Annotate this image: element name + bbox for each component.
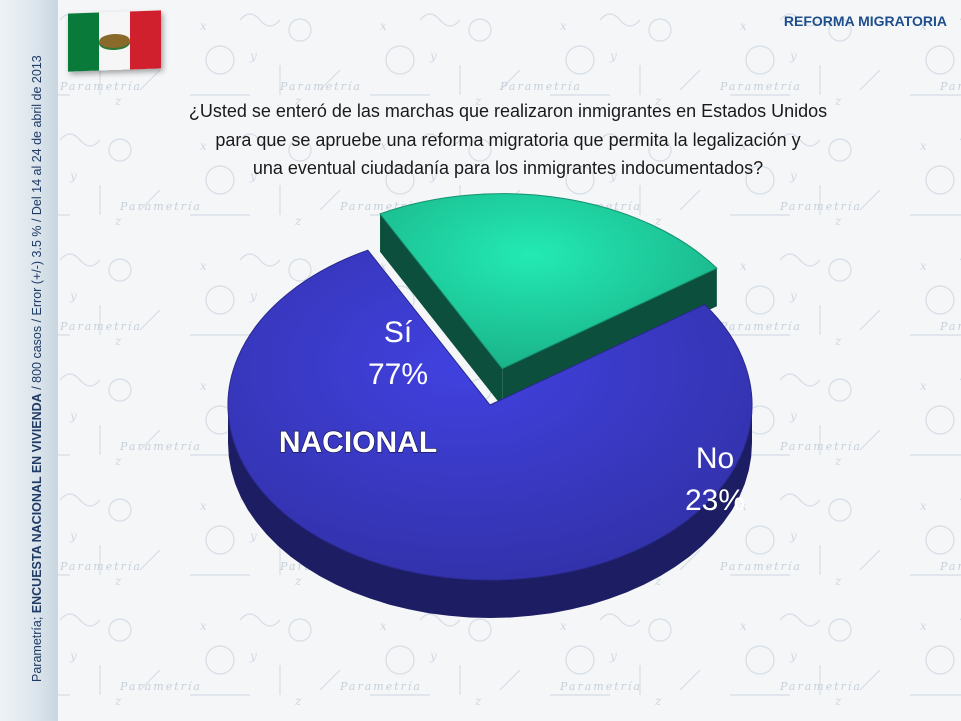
topic-label: REFORMA MIGRATORIA <box>783 13 947 29</box>
watermark-brand: Parametría <box>939 560 961 573</box>
watermark-brand: Parametría <box>559 680 642 693</box>
pie-slice-rim-sí <box>228 405 752 618</box>
watermark-brand: Parametría <box>119 200 202 213</box>
watermark-brand: Parametría <box>939 80 961 93</box>
watermark-brand: Parametría <box>119 440 202 453</box>
watermark-brand: Parametría <box>779 680 862 693</box>
pie-slice-wall-no-1 <box>502 268 717 407</box>
pie-slice-sí <box>227 249 753 581</box>
slice-value-si: 77% <box>368 358 428 391</box>
watermark-brand: Parametría <box>499 80 582 93</box>
watermark-brand: Parametría <box>719 320 802 333</box>
watermark-brand: Parametría <box>939 320 961 333</box>
watermark-brand: Parametría <box>719 560 802 573</box>
slice-value-no: 23% <box>685 484 745 517</box>
question-line-3: una eventual ciudadanía para los inmigra… <box>252 158 764 178</box>
watermark-brand: Parametría <box>779 440 862 453</box>
question-line-1: ¿Usted se enteró de las marchas que real… <box>188 101 828 121</box>
slice-label-si: Sí <box>384 316 413 349</box>
pie-slice-wall-no-0 <box>380 213 503 407</box>
watermark-brand: Parametría <box>339 680 422 693</box>
watermark-brand: Parametría <box>59 560 142 573</box>
watermark-brand: Parametría <box>59 80 142 93</box>
watermark-brand: Parametría <box>59 320 142 333</box>
pie-slice-no <box>379 193 718 370</box>
slice-label-no: No <box>696 442 734 475</box>
watermark-brand: Parametría <box>119 680 202 693</box>
question-line-2: para que se apruebe una reforma migrator… <box>215 129 801 150</box>
left-strip <box>0 0 58 721</box>
watermark-brand: Parametría <box>779 200 862 213</box>
watermark-brand: Parametría <box>279 80 362 93</box>
survey-question: ¿Usted se enteró de las marchas que real… <box>150 97 866 183</box>
watermark-brand: Parametría <box>719 80 802 93</box>
chart-subtitle: NACIONAL <box>279 426 437 459</box>
